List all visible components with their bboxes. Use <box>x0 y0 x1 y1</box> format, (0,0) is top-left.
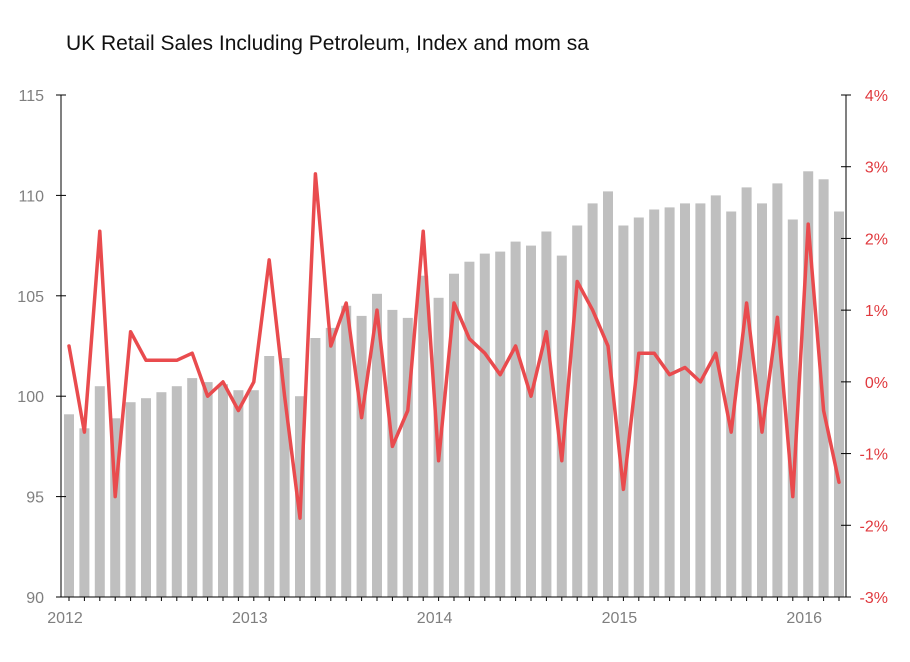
right-tick-label: -1% <box>860 447 888 464</box>
bar <box>603 191 613 597</box>
bar <box>418 275 429 597</box>
right-tick-label: 1% <box>865 303 888 320</box>
bar <box>787 219 798 597</box>
bar <box>834 211 844 597</box>
bar <box>818 179 829 598</box>
bar <box>541 231 552 597</box>
right-tick-label: 2% <box>865 231 888 248</box>
bar <box>356 315 367 597</box>
bar <box>218 384 228 597</box>
bar <box>510 241 521 597</box>
right-tick-label: 0% <box>865 375 888 392</box>
x-tick-label: 2015 <box>602 610 638 627</box>
bar <box>264 356 275 597</box>
bar <box>556 255 567 597</box>
bar <box>341 305 352 597</box>
right-tick-label: -2% <box>860 518 888 535</box>
bar <box>495 251 506 597</box>
bar <box>187 378 198 597</box>
bar <box>572 225 583 597</box>
left-tick-label: 105 <box>17 289 44 306</box>
bar <box>526 245 536 597</box>
bar <box>649 209 660 597</box>
bar <box>772 183 783 597</box>
left-tick-label: 115 <box>18 88 44 105</box>
mom-line <box>67 172 841 520</box>
x-tick-label: 2014 <box>417 610 453 627</box>
bar <box>618 225 629 597</box>
bar <box>141 398 151 597</box>
bar <box>64 414 74 597</box>
left-tick-label: 100 <box>17 389 44 406</box>
bar <box>803 171 814 598</box>
bar <box>695 203 706 597</box>
bar <box>79 428 90 597</box>
bar <box>726 211 737 597</box>
bar <box>372 293 382 597</box>
bar <box>171 386 182 597</box>
x-tick-label: 2013 <box>232 610 268 627</box>
bar <box>94 386 105 597</box>
bar <box>449 273 459 597</box>
bar <box>156 392 167 597</box>
right-tick-label: -3% <box>860 590 888 607</box>
bar <box>110 418 121 597</box>
bar <box>279 358 290 597</box>
bar <box>325 327 336 597</box>
bar <box>248 390 259 597</box>
bar <box>402 317 413 597</box>
bar <box>710 195 721 597</box>
x-tick-label: 2016 <box>786 610 822 627</box>
chart-title: UK Retail Sales Including Petroleum, Ind… <box>66 32 589 55</box>
left-tick-label: 90 <box>26 590 44 607</box>
bar <box>464 261 475 597</box>
left-tick-label: 95 <box>26 490 44 507</box>
bar <box>387 309 398 597</box>
left-tick-label: 110 <box>18 188 44 205</box>
bar <box>479 253 490 597</box>
bar <box>310 338 321 597</box>
bar <box>680 203 690 597</box>
x-tick-label: 2012 <box>47 610 83 627</box>
bar <box>633 217 644 597</box>
bar <box>741 187 752 597</box>
bar <box>233 390 244 597</box>
bar <box>202 382 213 597</box>
right-tick-label: 3% <box>865 160 888 177</box>
right-tick-label: 4% <box>865 88 888 105</box>
bar <box>757 203 767 597</box>
bar <box>587 203 598 597</box>
bar <box>125 402 136 597</box>
bar <box>664 207 675 597</box>
